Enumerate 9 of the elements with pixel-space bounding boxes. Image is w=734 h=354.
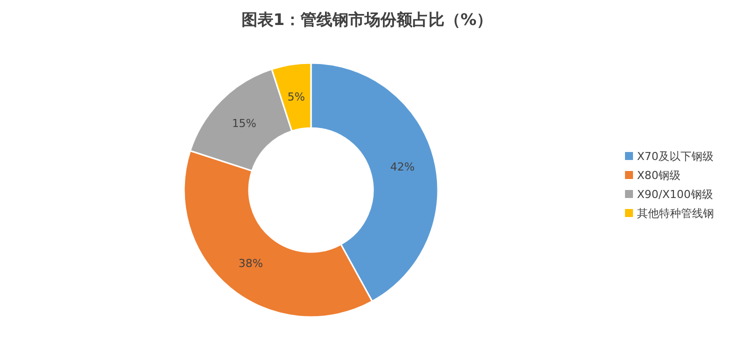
data-label: 38% [238,256,263,270]
data-label: 15% [232,117,256,130]
legend-label: 其他特种管线钢 [637,207,714,220]
legend-label: X80钢级 [637,169,681,182]
data-label: 5% [287,90,305,104]
legend-label: X70及以下钢级 [637,150,714,163]
chart-title: 图表1：管线钢市场份额占比（%） [241,10,493,29]
data-label: 42% [390,160,415,174]
legend-label: X90/X100钢级 [637,188,713,201]
